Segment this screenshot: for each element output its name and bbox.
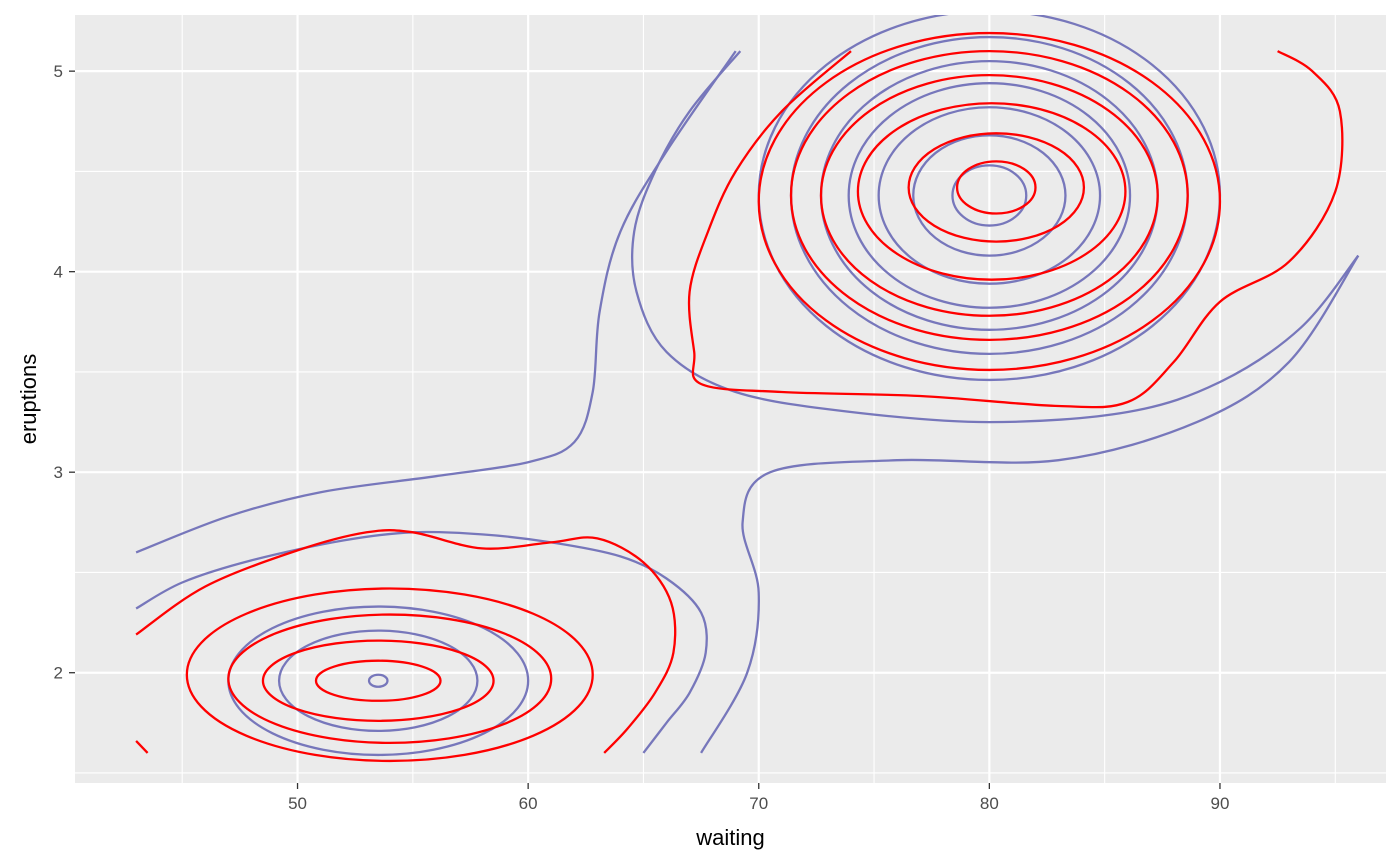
contour-line (847, 82, 1132, 309)
contour-line (687, 50, 1344, 409)
x-tick-label: 80 (980, 794, 999, 813)
contour-line (227, 613, 553, 745)
y-tick-label: 3 (54, 463, 63, 482)
contour-series-2 (135, 31, 1344, 763)
contour-line (277, 629, 479, 733)
contour-lines (135, 15, 1360, 763)
y-tick-label: 2 (54, 664, 63, 683)
contour-line (877, 106, 1102, 285)
y-tick-label: 5 (54, 62, 63, 81)
axis-tick-labels: 50 60 70 80 90 2 3 4 5 (54, 62, 1230, 813)
contour-line (819, 74, 1159, 317)
plot-panel (75, 15, 1386, 783)
contour-line (135, 50, 737, 554)
contour-line (907, 132, 1086, 243)
contour-line (700, 254, 1360, 754)
x-tick-label: 60 (519, 794, 538, 813)
x-tick-label: 90 (1211, 794, 1230, 813)
contour-line (630, 50, 1360, 424)
contour-line (185, 587, 594, 763)
contour-line (314, 659, 442, 702)
x-tick-label: 70 (749, 794, 768, 813)
contour-line (135, 529, 677, 754)
contour-line (367, 673, 389, 688)
y-tick-label: 4 (54, 263, 63, 282)
axis-ticks (69, 70, 1221, 789)
contour-layer (135, 15, 1360, 763)
contour-line (757, 31, 1222, 372)
contour-line (135, 740, 149, 754)
contour-line (856, 102, 1127, 281)
y-axis-title: eruptions (16, 354, 41, 445)
contour-line (789, 49, 1189, 341)
contour-line (912, 134, 1067, 257)
x-axis-title: waiting (695, 825, 764, 850)
contour-line (135, 530, 708, 754)
minor-gridlines (75, 15, 1386, 783)
contour-line (261, 639, 495, 722)
contour-line (955, 160, 1037, 215)
x-tick-label: 50 (288, 794, 307, 813)
contour-line (951, 164, 1028, 227)
